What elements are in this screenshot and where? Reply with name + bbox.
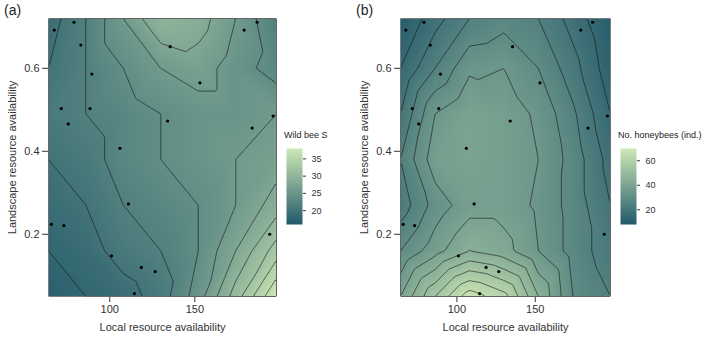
html-text:(b): (b) (356, 2, 374, 18)
html-text:No. honeybees (ind.): No. honeybees (ind.) (618, 130, 702, 140)
svg-text:0.6: 0.6 (376, 62, 391, 74)
svg-text:25: 25 (312, 188, 322, 198)
svg-text:20: 20 (312, 206, 322, 216)
svg-text:20: 20 (646, 205, 656, 215)
svg-text:35: 35 (312, 154, 322, 164)
svg-text:0.6: 0.6 (24, 62, 39, 74)
svg-text:100: 100 (101, 303, 119, 315)
svg-text:Local resource availability: Local resource availability (100, 321, 226, 333)
svg-text:100: 100 (448, 303, 466, 315)
svg-text:0.4: 0.4 (24, 145, 39, 157)
svg-text:Local resource availability: Local resource availability (443, 321, 569, 333)
svg-text:60: 60 (646, 156, 656, 166)
html-text:(a): (a) (4, 2, 22, 18)
svg-text:0.2: 0.2 (376, 228, 391, 240)
svg-text:40: 40 (646, 180, 656, 190)
svg-text:Landscape resource availabilit: Landscape resource availability (6, 80, 18, 234)
svg-text:150: 150 (186, 303, 204, 315)
html-text:Wild bee S: Wild bee S (284, 130, 328, 140)
svg-text:150: 150 (526, 303, 544, 315)
svg-text:0.4: 0.4 (376, 145, 391, 157)
svg-text:30: 30 (312, 171, 322, 181)
svg-text:0.2: 0.2 (24, 228, 39, 240)
svg-text:Landscape resource availabilit: Landscape resource availability (358, 80, 370, 234)
